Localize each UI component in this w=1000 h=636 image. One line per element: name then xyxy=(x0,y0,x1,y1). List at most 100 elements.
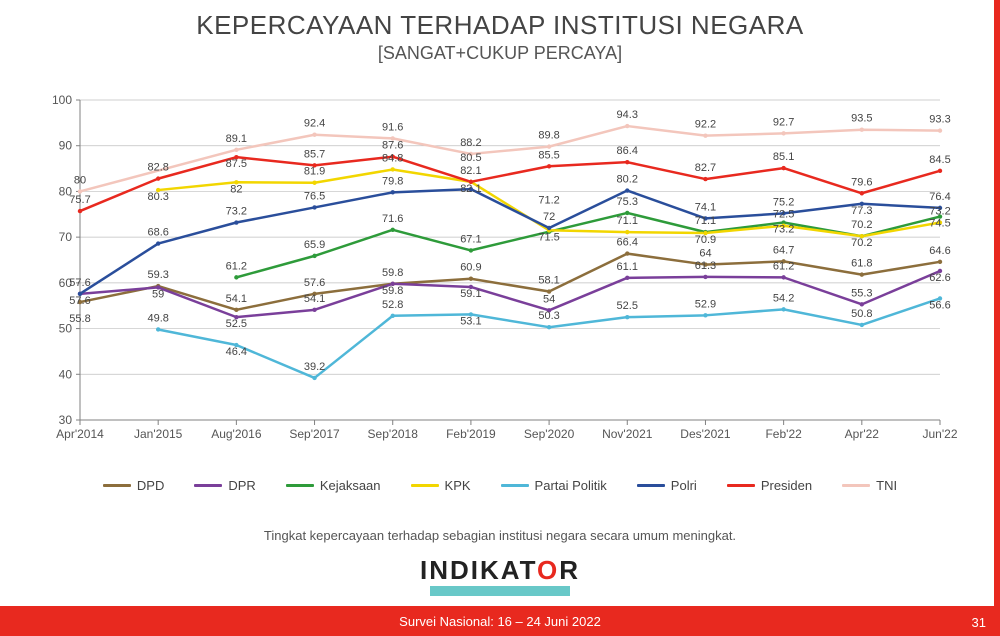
svg-text:89.8: 89.8 xyxy=(538,130,559,142)
legend-item: Kejaksaan xyxy=(286,478,381,493)
svg-text:75.2: 75.2 xyxy=(773,196,794,208)
legend-swatch xyxy=(411,484,439,487)
svg-text:Des'2021: Des'2021 xyxy=(680,427,731,441)
svg-text:56.6: 56.6 xyxy=(929,299,950,311)
svg-text:91.6: 91.6 xyxy=(382,121,403,133)
svg-text:80.5: 80.5 xyxy=(460,152,481,164)
svg-text:71.2: 71.2 xyxy=(538,195,559,207)
svg-text:89.1: 89.1 xyxy=(226,133,247,145)
svg-text:57.6: 57.6 xyxy=(304,277,325,289)
footer-text: Survei Nasional: 16 – 24 Juni 2022 xyxy=(399,614,601,629)
svg-text:100: 100 xyxy=(52,93,72,107)
svg-text:70.2: 70.2 xyxy=(851,237,872,249)
legend-swatch xyxy=(501,484,529,487)
svg-text:85.1: 85.1 xyxy=(773,151,794,163)
svg-text:Sep'2020: Sep'2020 xyxy=(524,427,575,441)
legend-label: Presiden xyxy=(761,478,812,493)
legend: DPD DPR Kejaksaan KPK Partai Politik Polri Pre… xyxy=(100,478,900,493)
svg-text:93.3: 93.3 xyxy=(929,114,950,126)
svg-text:86.4: 86.4 xyxy=(617,145,638,157)
legend-item: Presiden xyxy=(727,478,812,493)
legend-item: DPD xyxy=(103,478,164,493)
svg-text:61.2: 61.2 xyxy=(773,260,794,272)
svg-text:71.1: 71.1 xyxy=(695,215,716,227)
svg-text:49.8: 49.8 xyxy=(147,312,168,324)
page-number: 31 xyxy=(972,615,986,630)
svg-text:75.3: 75.3 xyxy=(617,196,638,208)
legend-swatch xyxy=(842,484,870,487)
svg-text:92.4: 92.4 xyxy=(304,118,325,130)
svg-text:Jan'2015: Jan'2015 xyxy=(134,427,183,441)
svg-text:73.2: 73.2 xyxy=(929,206,950,218)
svg-text:57.6: 57.6 xyxy=(69,295,90,307)
svg-text:54: 54 xyxy=(543,293,555,305)
svg-text:62.6: 62.6 xyxy=(929,272,950,284)
svg-text:58.1: 58.1 xyxy=(538,275,559,287)
svg-text:61.2: 61.2 xyxy=(226,260,247,272)
svg-text:92.2: 92.2 xyxy=(695,119,716,131)
legend-item: Polri xyxy=(637,478,697,493)
svg-text:Apr'22: Apr'22 xyxy=(845,427,880,441)
svg-text:Jun'22: Jun'22 xyxy=(923,427,958,441)
legend-label: Partai Politik xyxy=(535,478,607,493)
svg-text:85.5: 85.5 xyxy=(538,149,559,161)
svg-text:67.1: 67.1 xyxy=(460,233,481,245)
svg-text:50.8: 50.8 xyxy=(851,308,872,320)
svg-text:87.5: 87.5 xyxy=(226,158,247,170)
svg-text:59.3: 59.3 xyxy=(147,269,168,281)
svg-text:84.5: 84.5 xyxy=(929,154,950,166)
svg-text:68.6: 68.6 xyxy=(147,227,168,239)
svg-text:82.8: 82.8 xyxy=(147,162,168,174)
logo-o: O xyxy=(537,555,559,585)
svg-text:54.1: 54.1 xyxy=(304,293,325,305)
svg-text:87.6: 87.6 xyxy=(382,140,403,152)
svg-text:80.2: 80.2 xyxy=(617,174,638,186)
legend-item: DPR xyxy=(194,478,255,493)
svg-text:61.3: 61.3 xyxy=(695,260,716,272)
svg-text:59: 59 xyxy=(152,288,164,300)
legend-label: DPD xyxy=(137,478,164,493)
svg-text:82.1: 82.1 xyxy=(460,165,481,177)
logo: INDIKATOR xyxy=(0,555,1000,596)
svg-text:52.5: 52.5 xyxy=(617,300,638,312)
line-chart: 30405060708090100Apr'2014Jan'2015Aug'201… xyxy=(40,90,960,450)
svg-text:64: 64 xyxy=(699,248,711,260)
svg-text:93.5: 93.5 xyxy=(851,113,872,125)
svg-text:70.2: 70.2 xyxy=(851,219,872,231)
svg-text:81.9: 81.9 xyxy=(304,166,325,178)
svg-text:54.2: 54.2 xyxy=(773,292,794,304)
svg-text:Aug'2016: Aug'2016 xyxy=(211,427,262,441)
svg-text:71.6: 71.6 xyxy=(382,213,403,225)
svg-text:74.5: 74.5 xyxy=(929,218,950,230)
svg-text:88.2: 88.2 xyxy=(460,137,481,149)
svg-text:66.4: 66.4 xyxy=(617,237,638,249)
legend-item: KPK xyxy=(411,478,471,493)
svg-text:50.3: 50.3 xyxy=(538,310,559,322)
svg-text:71.1: 71.1 xyxy=(617,215,638,227)
logo-text-pre: INDIKAT xyxy=(420,555,537,585)
svg-text:94.3: 94.3 xyxy=(617,109,638,121)
header: KEPERCAYAAN TERHADAP INSTITUSI NEGARA [S… xyxy=(0,0,1000,64)
svg-text:82.7: 82.7 xyxy=(695,162,716,174)
svg-text:70: 70 xyxy=(59,230,73,244)
svg-text:82: 82 xyxy=(230,183,242,195)
svg-text:55.3: 55.3 xyxy=(851,287,872,299)
svg-text:72: 72 xyxy=(543,211,555,223)
svg-text:57.6: 57.6 xyxy=(69,277,90,289)
svg-text:59.1: 59.1 xyxy=(460,288,481,300)
logo-text-post: R xyxy=(559,555,580,585)
svg-text:77.3: 77.3 xyxy=(851,205,872,217)
legend-swatch xyxy=(194,484,222,487)
svg-text:46.4: 46.4 xyxy=(226,346,247,358)
svg-text:Feb'22: Feb'22 xyxy=(765,427,802,441)
svg-text:75.7: 75.7 xyxy=(69,194,90,206)
svg-text:40: 40 xyxy=(59,367,73,381)
svg-text:92.7: 92.7 xyxy=(773,116,794,128)
svg-text:52.5: 52.5 xyxy=(226,318,247,330)
svg-text:80.3: 80.3 xyxy=(147,191,168,203)
svg-text:82.1: 82.1 xyxy=(460,183,481,195)
legend-item: TNI xyxy=(842,478,897,493)
svg-text:72.5: 72.5 xyxy=(773,209,794,221)
svg-text:Sep'2017: Sep'2017 xyxy=(289,427,340,441)
svg-text:30: 30 xyxy=(59,413,73,427)
